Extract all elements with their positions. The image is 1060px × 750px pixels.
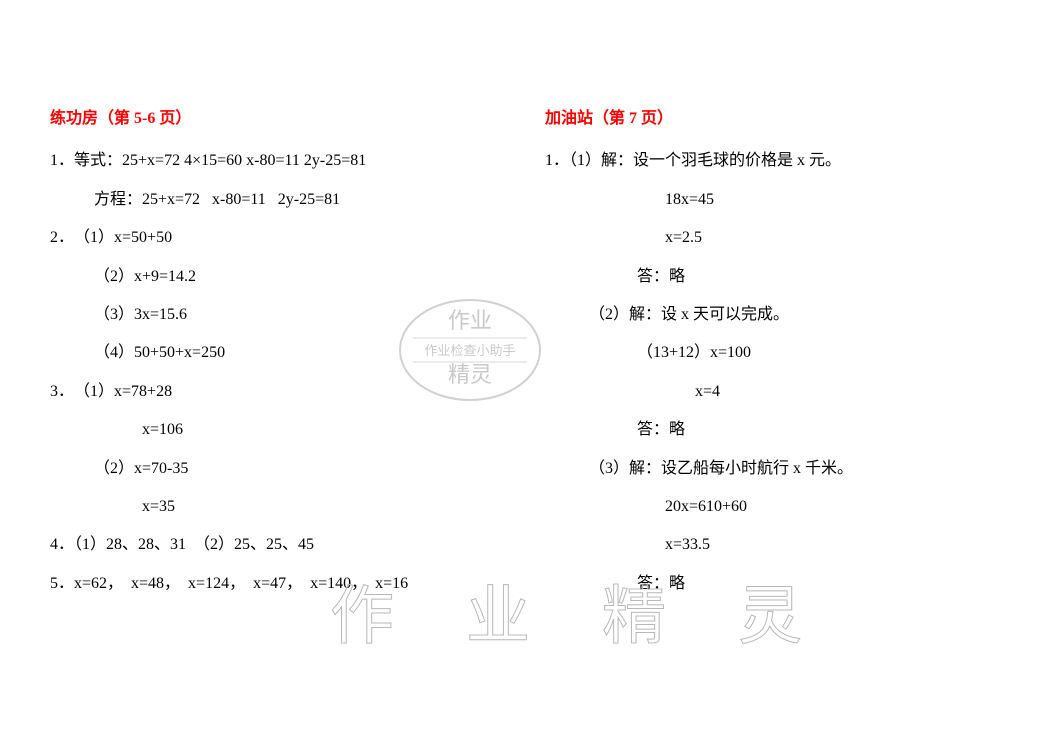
right-column: 加油站（第 7 页） 1．（1）解：设一个羽毛球的价格是 x 元。 18x=45… — [545, 100, 1020, 603]
r-q3-line2: 20x=610+60 — [545, 488, 1020, 526]
q3-text2: x=106 — [50, 411, 525, 449]
q3-num: 3． — [50, 373, 74, 411]
q2-text2: （2）x+9=14.2 — [50, 258, 525, 296]
q1-line1: 1． 等式：25+x=72 4×15=60 x-80=11 2y-25=81 — [50, 142, 525, 180]
q1-text1: 等式：25+x=72 4×15=60 x-80=11 2y-25=81 — [74, 142, 366, 180]
q1-num: 1． — [50, 142, 74, 180]
q1-text2: 方程：25+x=72 x-80=11 2y-25=81 — [50, 181, 525, 219]
q3-text3: （2）x=70-35 — [50, 450, 525, 488]
r-q3-line4: 答：略 — [545, 565, 1020, 603]
r-q1-line2: 18x=45 — [545, 181, 1020, 219]
r-q3-line3: x=33.5 — [545, 526, 1020, 564]
r-q1-line1: 1．（1）解：设一个羽毛球的价格是 x 元。 — [545, 142, 1020, 180]
r-q1-line4: 答：略 — [545, 258, 1020, 296]
r-q3-line1: （3）解：设乙船每小时航行 x 千米。 — [545, 450, 1020, 488]
q3-text1: （1）x=78+28 — [74, 373, 172, 411]
right-title: 加油站（第 7 页） — [545, 100, 1020, 138]
q2-num: 2． — [50, 219, 74, 257]
q2-text4: （4）50+50+x=250 — [50, 334, 525, 372]
q5: 5．x=62， x=48， x=124， x=47， x=140， x=16 — [50, 565, 525, 603]
q2-line1: 2． （1）x=50+50 — [50, 219, 525, 257]
r-q2-line2: （13+12）x=100 — [545, 334, 1020, 372]
q4: 4．（1）28、28、31 （2）25、25、45 — [50, 526, 525, 564]
q3-line1: 3． （1）x=78+28 — [50, 373, 525, 411]
left-column: 练功房（第 5-6 页） 1． 等式：25+x=72 4×15=60 x-80=… — [50, 100, 525, 603]
q2-text3: （3）3x=15.6 — [50, 296, 525, 334]
r-q2-line1: （2）解：设 x 天可以完成。 — [545, 296, 1020, 334]
q3-text4: x=35 — [50, 488, 525, 526]
r-q2-line3: x=4 — [545, 373, 1020, 411]
q2-text1: （1）x=50+50 — [74, 219, 172, 257]
r-q1-line3: x=2.5 — [545, 219, 1020, 257]
r-q2-line4: 答：略 — [545, 411, 1020, 449]
left-title: 练功房（第 5-6 页） — [50, 100, 525, 138]
